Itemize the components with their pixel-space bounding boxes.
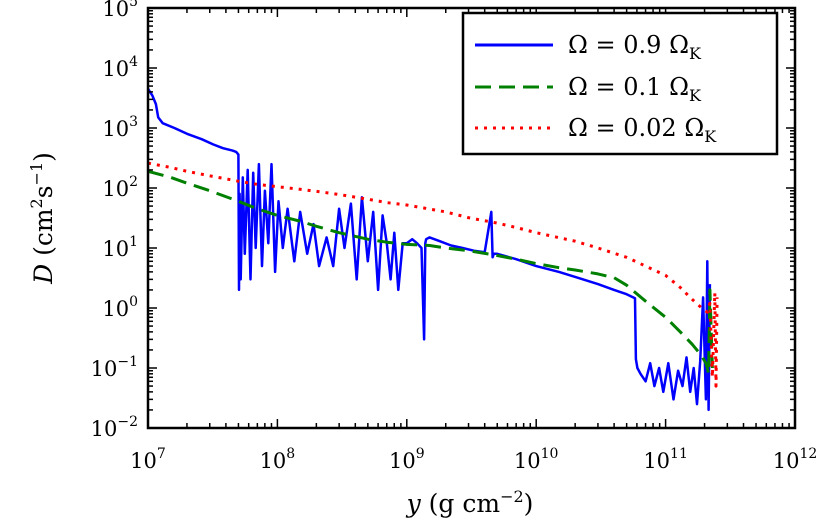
legend-label-series-1-main: Ω = 0.9 Ω bbox=[568, 31, 689, 59]
x-tick-base: 10 bbox=[389, 449, 416, 473]
legend-label-series-1: Ω = 0.9 ΩK bbox=[568, 31, 702, 63]
y-tick-base: 10 bbox=[91, 357, 118, 381]
x-tick-label: 107 bbox=[130, 446, 166, 473]
legend-label-series-3-sub: K bbox=[704, 127, 717, 146]
y-tick-base: 10 bbox=[102, 0, 129, 21]
plot-frame bbox=[146, 6, 797, 430]
y-tick-base: 10 bbox=[102, 117, 129, 141]
x-tick-base: 10 bbox=[514, 449, 541, 473]
y-tick-label: 102 bbox=[102, 174, 138, 201]
legend-box bbox=[461, 11, 779, 156]
tick-labels: 107 108 109 1010 1011 101210−210−110010110210… bbox=[91, 0, 818, 473]
y-tick-exp: −2 bbox=[117, 414, 138, 430]
y-axis-var: D bbox=[29, 264, 58, 285]
y-axis-sup1: 2 bbox=[27, 198, 46, 208]
legend-label-series-2-sub: K bbox=[689, 86, 702, 105]
y-tick-base: 10 bbox=[91, 417, 118, 441]
y-tick-base: 10 bbox=[102, 237, 129, 261]
x-tick-exp: 9 bbox=[416, 446, 425, 462]
y-tick-exp: 3 bbox=[129, 114, 138, 130]
x-axis-exp: −2 bbox=[500, 487, 524, 506]
x-tick-label: 108 bbox=[260, 446, 296, 473]
x-tick-label: 1012 bbox=[773, 446, 818, 473]
y-tick-base: 10 bbox=[102, 57, 129, 81]
x-tick-exp: 7 bbox=[157, 446, 166, 462]
x-axis-rest: (g cm bbox=[421, 489, 501, 518]
series-line-3 bbox=[148, 161, 719, 388]
y-tick-base: 10 bbox=[102, 177, 129, 201]
y-tick-label: 103 bbox=[102, 114, 138, 141]
x-tick-label: 1010 bbox=[514, 446, 559, 473]
y-tick-label: 10−1 bbox=[91, 354, 138, 381]
x-axis-var: y bbox=[406, 489, 422, 518]
series-line-2 bbox=[148, 169, 714, 376]
legend-label-series-2-main: Ω = 0.1 Ω bbox=[568, 73, 689, 101]
y-tick-exp: 5 bbox=[129, 0, 138, 10]
y-tick-label: 105 bbox=[102, 0, 138, 21]
x-tick-base: 10 bbox=[643, 449, 670, 473]
x-tick-label: 109 bbox=[389, 446, 425, 473]
x-tick-base: 10 bbox=[773, 449, 800, 473]
x-tick-base: 10 bbox=[130, 449, 157, 473]
y-tick-exp: 0 bbox=[129, 294, 138, 310]
y-tick-exp: 4 bbox=[129, 54, 138, 70]
y-tick-label: 104 bbox=[102, 54, 138, 81]
series-layer bbox=[148, 88, 719, 412]
y-axis-sup2: −1 bbox=[27, 162, 46, 186]
y-axis-mid: s bbox=[29, 185, 58, 198]
x-tick-exp: 12 bbox=[799, 446, 817, 462]
legend: Ω = 0.9 ΩK Ω = 0.1 ΩK Ω = 0.02 ΩK bbox=[461, 11, 779, 156]
legend-label-series-3: Ω = 0.02 ΩK bbox=[568, 114, 717, 146]
legend-label-series-1-sub: K bbox=[689, 44, 702, 63]
y-tick-base: 10 bbox=[102, 297, 129, 321]
y-tick-exp: 1 bbox=[129, 234, 138, 250]
x-axis-close: ) bbox=[524, 489, 534, 518]
x-tick-base: 10 bbox=[260, 449, 287, 473]
y-tick-exp: 2 bbox=[129, 174, 138, 190]
y-tick-label: 100 bbox=[102, 294, 138, 321]
y-tick-exp: −1 bbox=[117, 354, 138, 370]
y-axis-label: D (cm2s−1) bbox=[27, 152, 58, 285]
y-tick-label: 10−2 bbox=[91, 414, 138, 441]
y-tick-label: 101 bbox=[102, 234, 138, 261]
x-tick-label: 1011 bbox=[643, 446, 688, 473]
x-axis-label: y (g cm−2) bbox=[406, 487, 534, 518]
legend-label-series-3-main: Ω = 0.02 Ω bbox=[568, 114, 704, 142]
y-axis-close: ) bbox=[29, 152, 58, 162]
x-tick-exp: 11 bbox=[670, 446, 688, 462]
y-axis-rest: (cm bbox=[29, 208, 58, 264]
x-tick-exp: 10 bbox=[541, 446, 559, 462]
x-tick-exp: 8 bbox=[286, 446, 295, 462]
legend-label-series-2: Ω = 0.1 ΩK bbox=[568, 73, 702, 105]
